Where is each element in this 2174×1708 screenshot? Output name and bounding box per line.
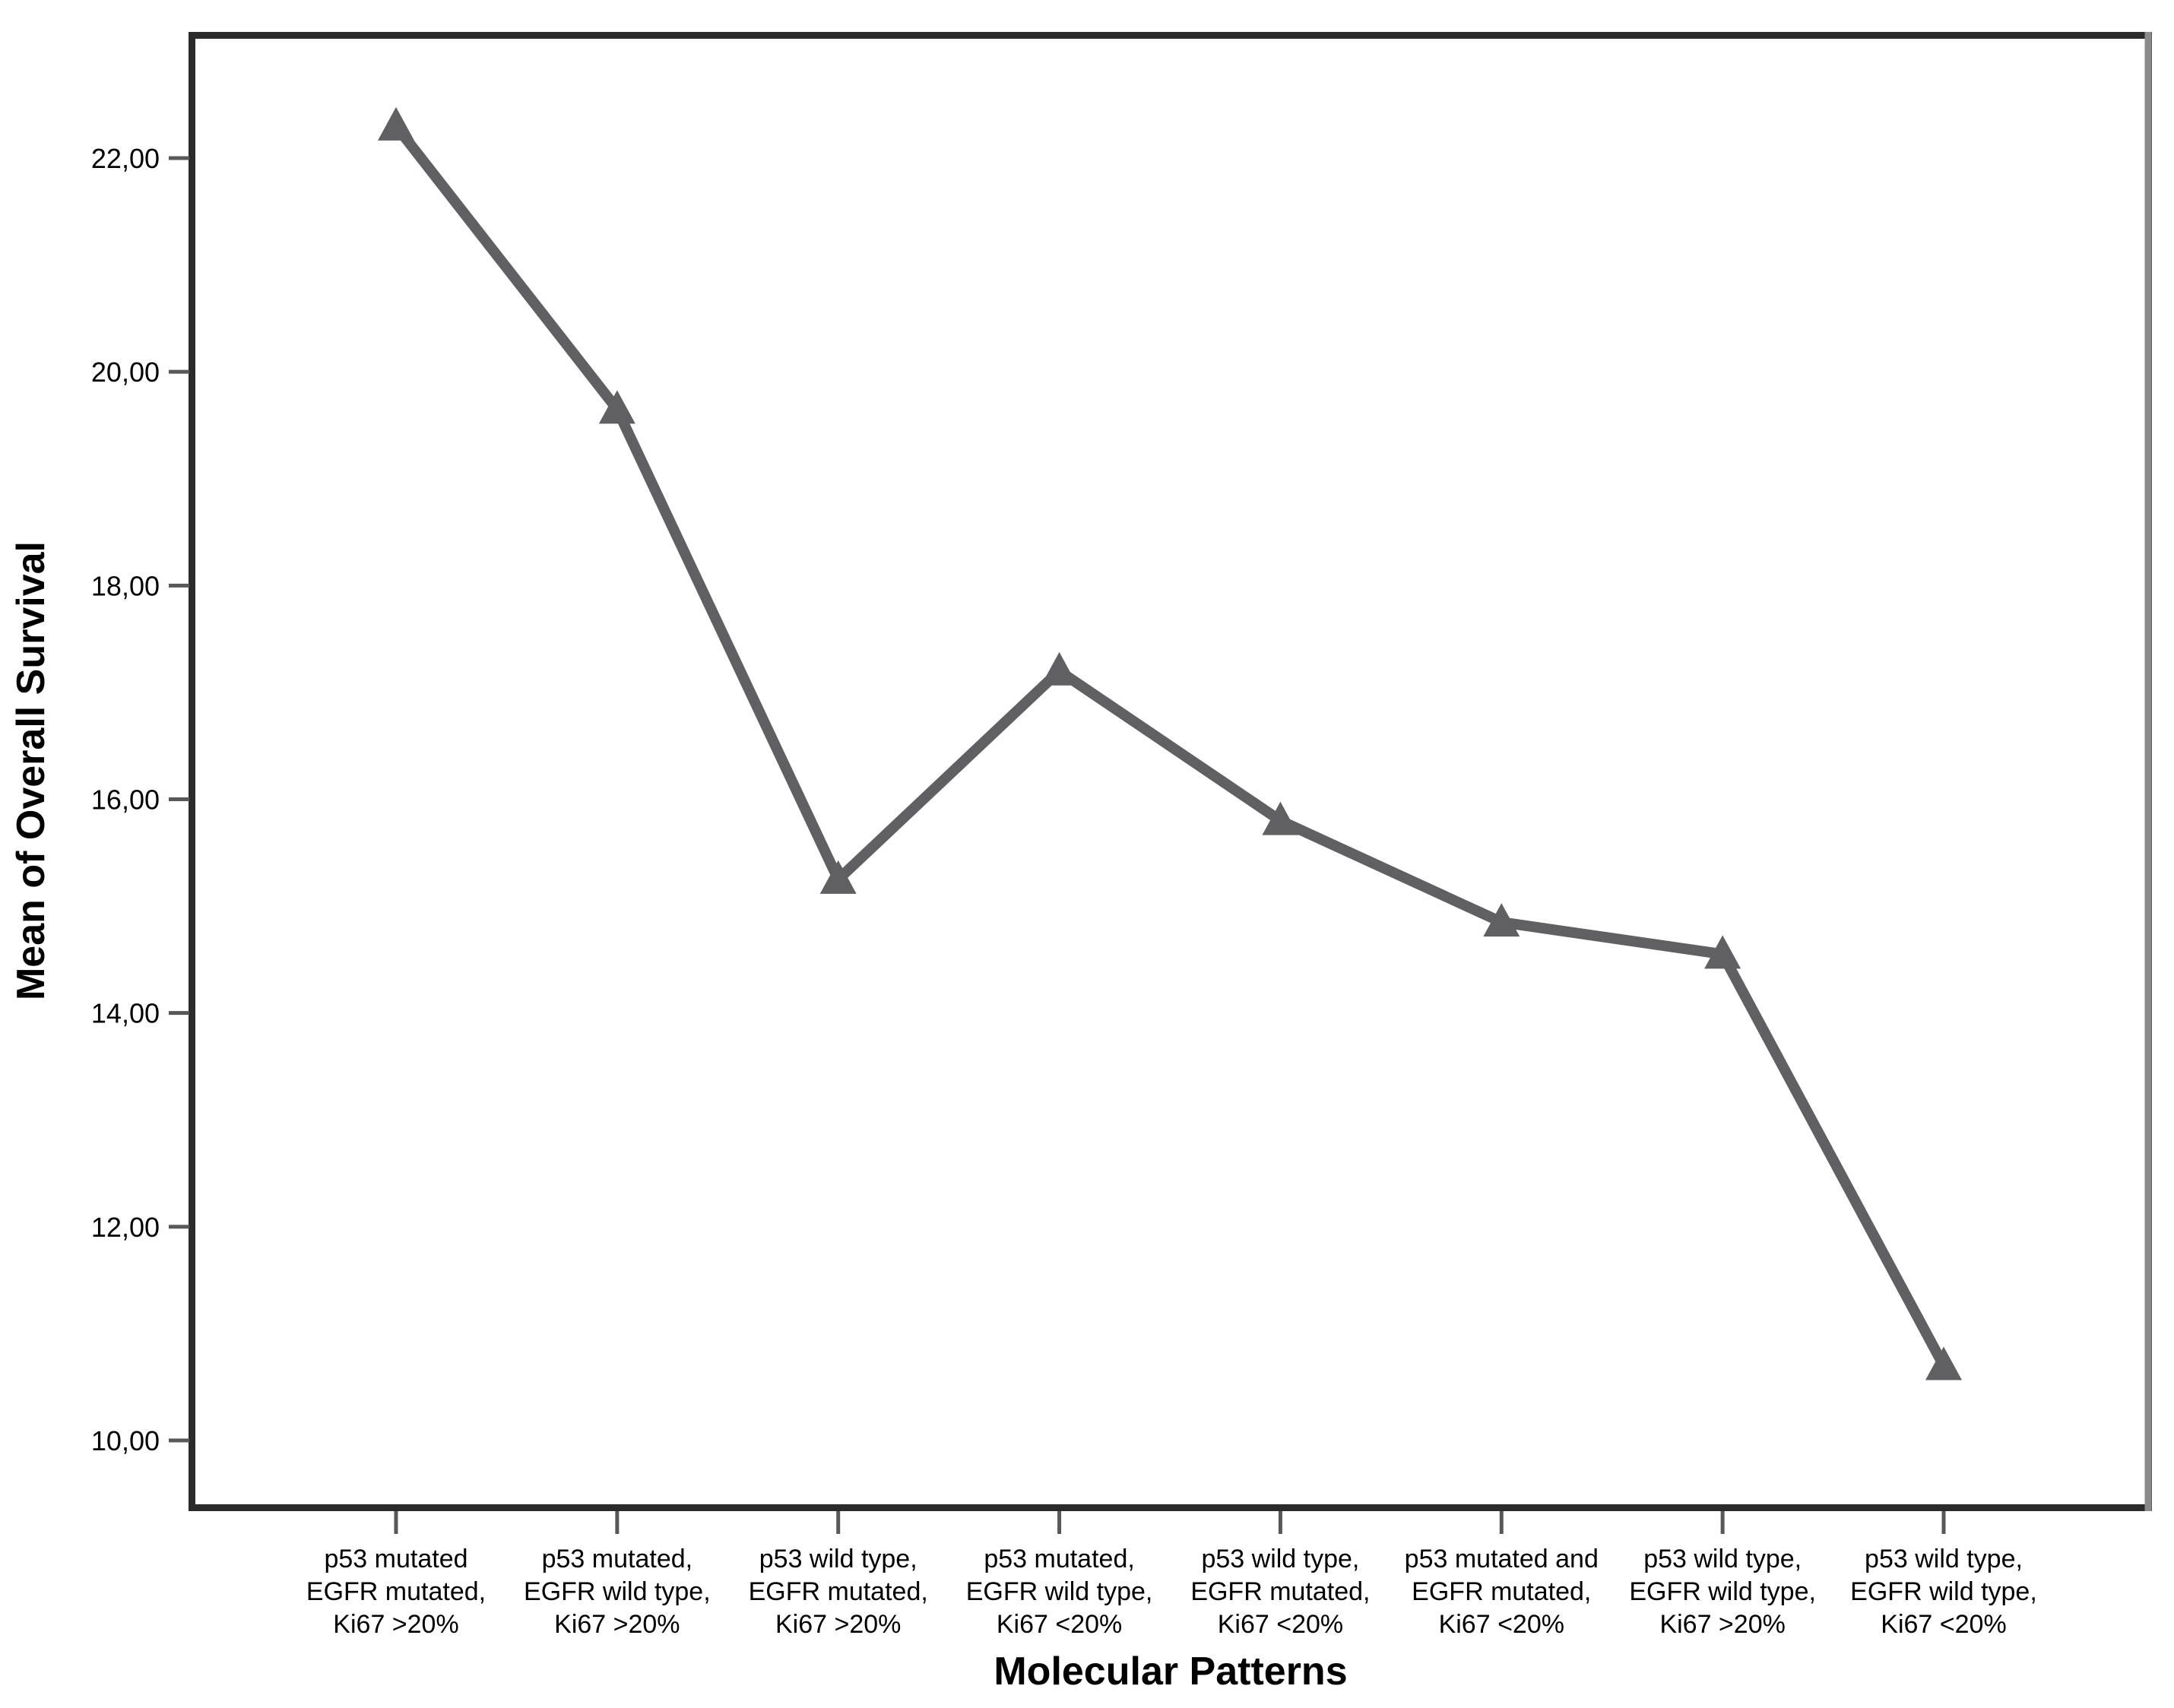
y-tick-label: 14,00 xyxy=(91,998,160,1029)
y-axis-tick-labels: 22,00 20,00 18,00 16,00 14,00 12,00 10,00 xyxy=(91,143,160,1456)
y-tick-label: 10,00 xyxy=(91,1425,160,1456)
x-axis-ticks xyxy=(394,1511,1946,1534)
y-tick-label: 20,00 xyxy=(91,356,160,388)
data-point-marker xyxy=(1483,903,1520,937)
x-axis-category-labels: p53 mutated EGFR mutated, Ki67 >20% p53 mut… xyxy=(306,1545,2037,1639)
y-axis-ticks xyxy=(169,156,189,1443)
y-axis-title: Mean of Overall Survival xyxy=(9,541,53,1000)
x-category-label: p53 wild type, EGFR mutated, Ki67 >20% xyxy=(749,1545,928,1639)
data-point-marker xyxy=(598,390,635,424)
data-point-marker xyxy=(378,106,414,141)
line-series xyxy=(391,122,1949,1368)
data-point-marker xyxy=(1925,1346,1962,1380)
data-point-marker xyxy=(1041,651,1078,686)
x-category-label: p53 mutated, EGFR wild type, Ki67 <20% xyxy=(966,1545,1153,1639)
data-point-marker xyxy=(819,860,857,894)
data-point-marker xyxy=(1262,801,1299,835)
x-category-label: p53 mutated, EGFR wild type, Ki67 >20% xyxy=(524,1545,711,1639)
y-tick-label: 16,00 xyxy=(91,784,160,815)
x-category-label: p53 mutated EGFR mutated, Ki67 >20% xyxy=(306,1545,486,1639)
x-category-label: p53 wild type, EGFR wild type, Ki67 >20% xyxy=(1629,1545,1816,1639)
x-axis-title: Molecular Patterns xyxy=(994,1649,1347,1694)
data-point-marker xyxy=(1704,935,1741,969)
survival-line xyxy=(391,122,1949,1368)
x-category-label: p53 wild type, EGFR wild type, Ki67 <20% xyxy=(1850,1545,2037,1639)
series-markers xyxy=(378,106,1962,1380)
y-tick-label: 22,00 xyxy=(91,143,160,174)
x-category-label: p53 mutated and EGFR mutated, Ki67 <20% xyxy=(1405,1545,1599,1639)
y-tick-label: 18,00 xyxy=(91,570,160,601)
y-tick-label: 12,00 xyxy=(91,1212,160,1243)
plot-frame xyxy=(189,32,2152,1511)
x-category-label: p53 wild type, EGFR mutated, Ki67 <20% xyxy=(1190,1545,1370,1639)
